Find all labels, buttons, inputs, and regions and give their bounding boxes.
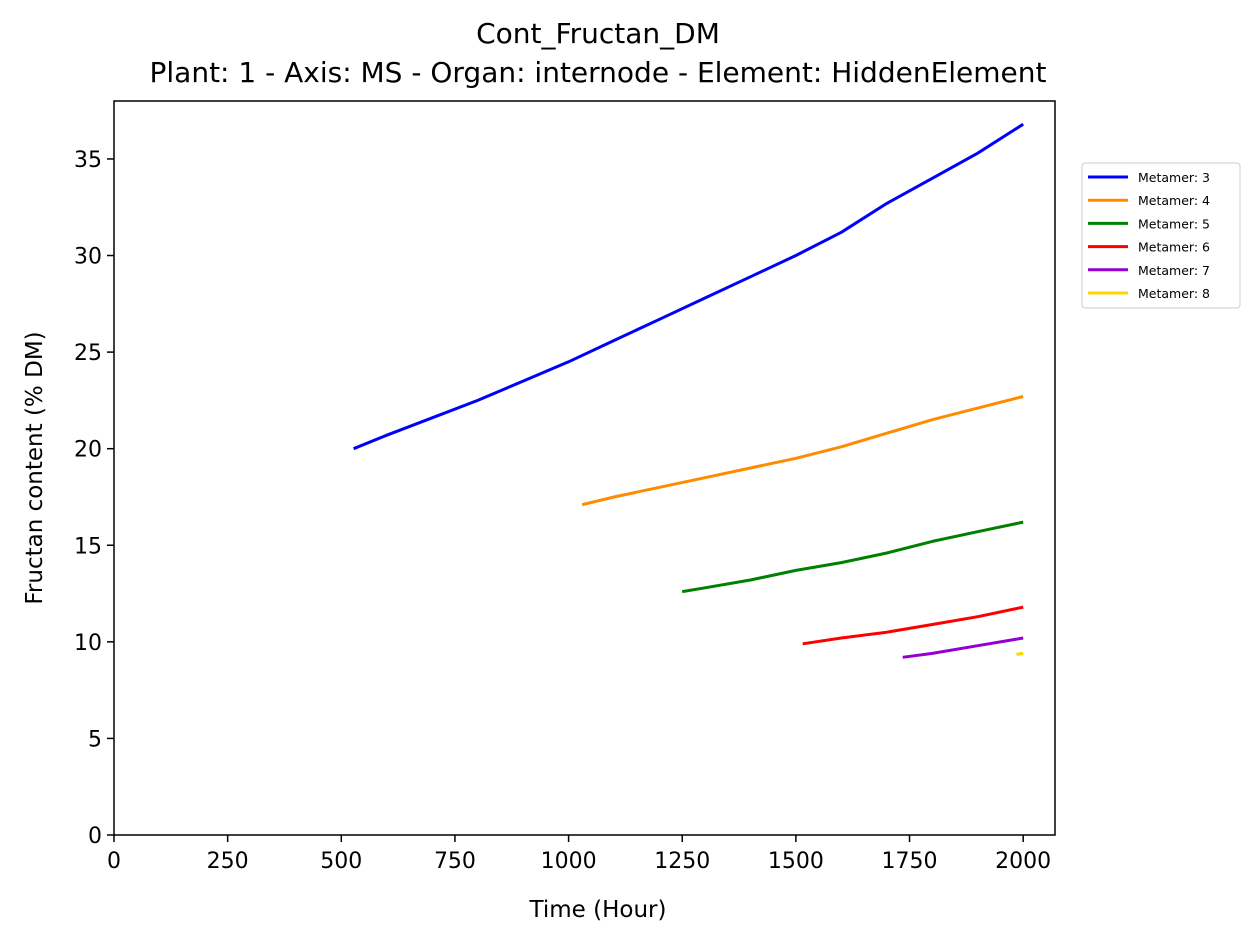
y-axis-label: Fructan content (% DM)	[22, 331, 48, 604]
series-line-metamer-7	[902, 636, 1024, 659]
chart-subtitle: Plant: 1 - Axis: MS - Organ: internode -…	[150, 56, 1047, 89]
x-tick-label: 500	[320, 849, 362, 874]
x-tick-label: 1500	[768, 849, 824, 874]
x-tick-label: 2000	[995, 849, 1051, 874]
x-tick-label: 1000	[541, 849, 597, 874]
x-axis-ticks: 0 250 500 750 1000 1250 1500 1750 2000	[107, 835, 1051, 874]
x-tick-label: 1750	[882, 849, 938, 874]
y-tick-label: 5	[88, 727, 102, 752]
y-axis-ticks: 0 5 10 15 20 25 30 35	[74, 148, 114, 849]
y-tick-label: 0	[88, 824, 102, 849]
legend-label: Metamer: 4	[1138, 193, 1210, 208]
series-line-metamer-4	[581, 395, 1024, 507]
series-line-metamer-3	[353, 122, 1025, 451]
series-line-metamer-5	[681, 520, 1024, 594]
legend: Metamer: 3 Metamer: 4 Metamer: 5 Metamer: 6…	[1081, 162, 1241, 309]
x-axis-label: Time (Hour)	[529, 897, 667, 923]
legend-label: Metamer: 7	[1138, 263, 1210, 278]
legend-label: Metamer: 6	[1138, 240, 1210, 255]
series-line-metamer-6	[802, 605, 1024, 646]
chart-title: Cont_Fructan_DM	[476, 17, 720, 50]
legend-label: Metamer: 5	[1138, 216, 1210, 231]
series-layer	[353, 122, 1025, 659]
legend-label: Metamer: 8	[1138, 286, 1210, 301]
x-tick-label: 250	[207, 849, 249, 874]
y-tick-label: 30	[74, 245, 102, 270]
series-line-metamer-8	[1016, 651, 1024, 656]
y-tick-label: 10	[74, 631, 102, 656]
x-tick-label: 0	[107, 849, 121, 874]
x-tick-label: 750	[434, 849, 476, 874]
plot-frame	[113, 100, 1056, 836]
y-tick-label: 35	[74, 148, 102, 173]
x-tick-label: 1250	[654, 849, 710, 874]
legend-label: Metamer: 3	[1138, 170, 1210, 185]
y-tick-label: 25	[74, 341, 102, 366]
y-tick-label: 20	[74, 438, 102, 463]
y-tick-label: 15	[74, 534, 102, 559]
